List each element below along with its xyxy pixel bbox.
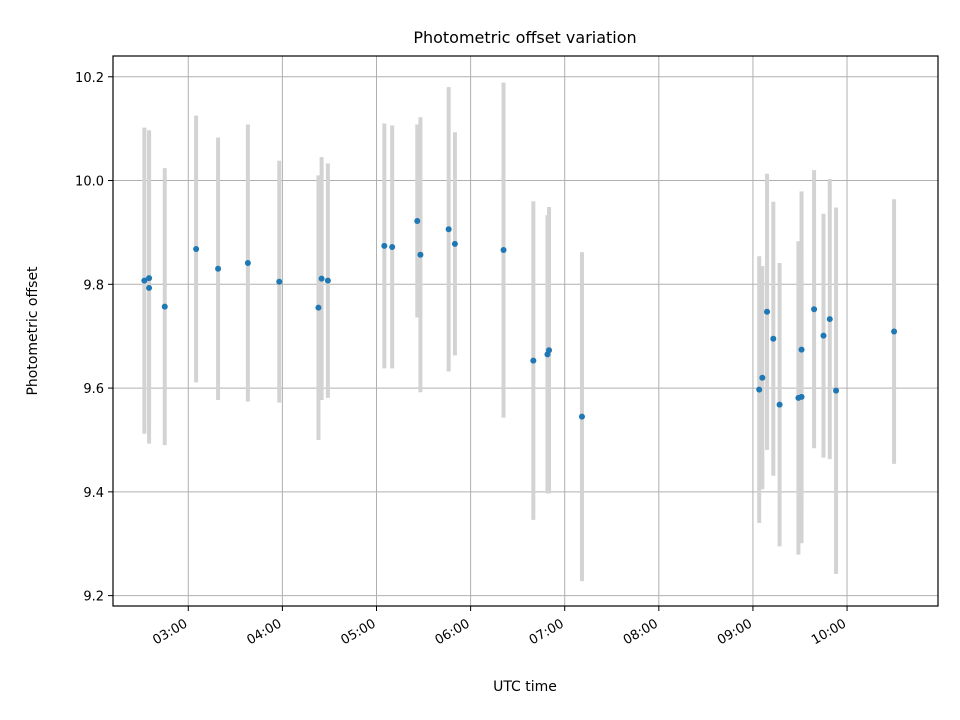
data-point [530, 357, 537, 364]
data-point [764, 308, 771, 315]
data-point [451, 240, 458, 247]
plot-frame [112, 55, 939, 607]
data-point [244, 260, 251, 267]
data-point [381, 242, 388, 249]
data-point [417, 251, 424, 258]
data-point [324, 277, 331, 284]
error-bars [142, 82, 897, 582]
data-point [389, 243, 396, 250]
data-point [826, 316, 833, 323]
data-points [141, 218, 898, 420]
x-tick-label: 06:00 [433, 616, 473, 648]
data-point [146, 275, 153, 282]
y-axis-ticks: 9.2 9.4 9.6 9.8 10.0 10.2 [75, 71, 113, 605]
data-point [770, 335, 777, 342]
data-point [578, 413, 585, 420]
data-point [546, 347, 553, 354]
grid [113, 56, 938, 606]
data-point [215, 265, 222, 272]
x-tick-label: 08:00 [621, 616, 661, 648]
x-tick-label: 07:00 [527, 616, 567, 648]
x-axis-ticks: 03:00 04:00 05:00 06:00 07:00 08:00 09:00 10:00 [150, 606, 849, 648]
y-tick-label: 9.4 [83, 486, 104, 501]
chart-title: Photometric offset variation [413, 28, 636, 47]
x-axis-label: UTC time [493, 679, 557, 695]
data-point [500, 247, 507, 254]
data-point [146, 284, 153, 291]
data-point [445, 226, 452, 233]
y-tick-label: 10.0 [75, 175, 104, 190]
data-point [798, 393, 805, 400]
y-tick-label: 9.2 [83, 590, 104, 605]
data-point [776, 401, 783, 408]
x-tick-label: 09:00 [715, 616, 755, 648]
data-point [759, 374, 766, 381]
data-point [833, 387, 840, 394]
y-tick-label: 9.6 [83, 382, 104, 397]
y-axis-label: Photometric offset [25, 266, 41, 396]
data-point [891, 328, 898, 335]
data-point [811, 306, 818, 313]
x-tick-label: 04:00 [244, 616, 284, 648]
data-point [756, 386, 763, 393]
data-point [820, 332, 827, 339]
data-point [193, 246, 200, 253]
data-point [318, 275, 325, 282]
y-tick-label: 10.2 [75, 71, 104, 86]
x-tick-label: 10:00 [809, 616, 849, 648]
data-point [315, 304, 322, 311]
x-tick-label: 03:00 [150, 616, 190, 648]
data-point [141, 277, 148, 284]
x-tick-label: 05:00 [339, 616, 379, 648]
data-point [414, 218, 421, 224]
data-point [798, 346, 805, 353]
data-point [161, 303, 168, 310]
data-point [276, 278, 283, 285]
y-tick-label: 9.8 [83, 278, 104, 293]
